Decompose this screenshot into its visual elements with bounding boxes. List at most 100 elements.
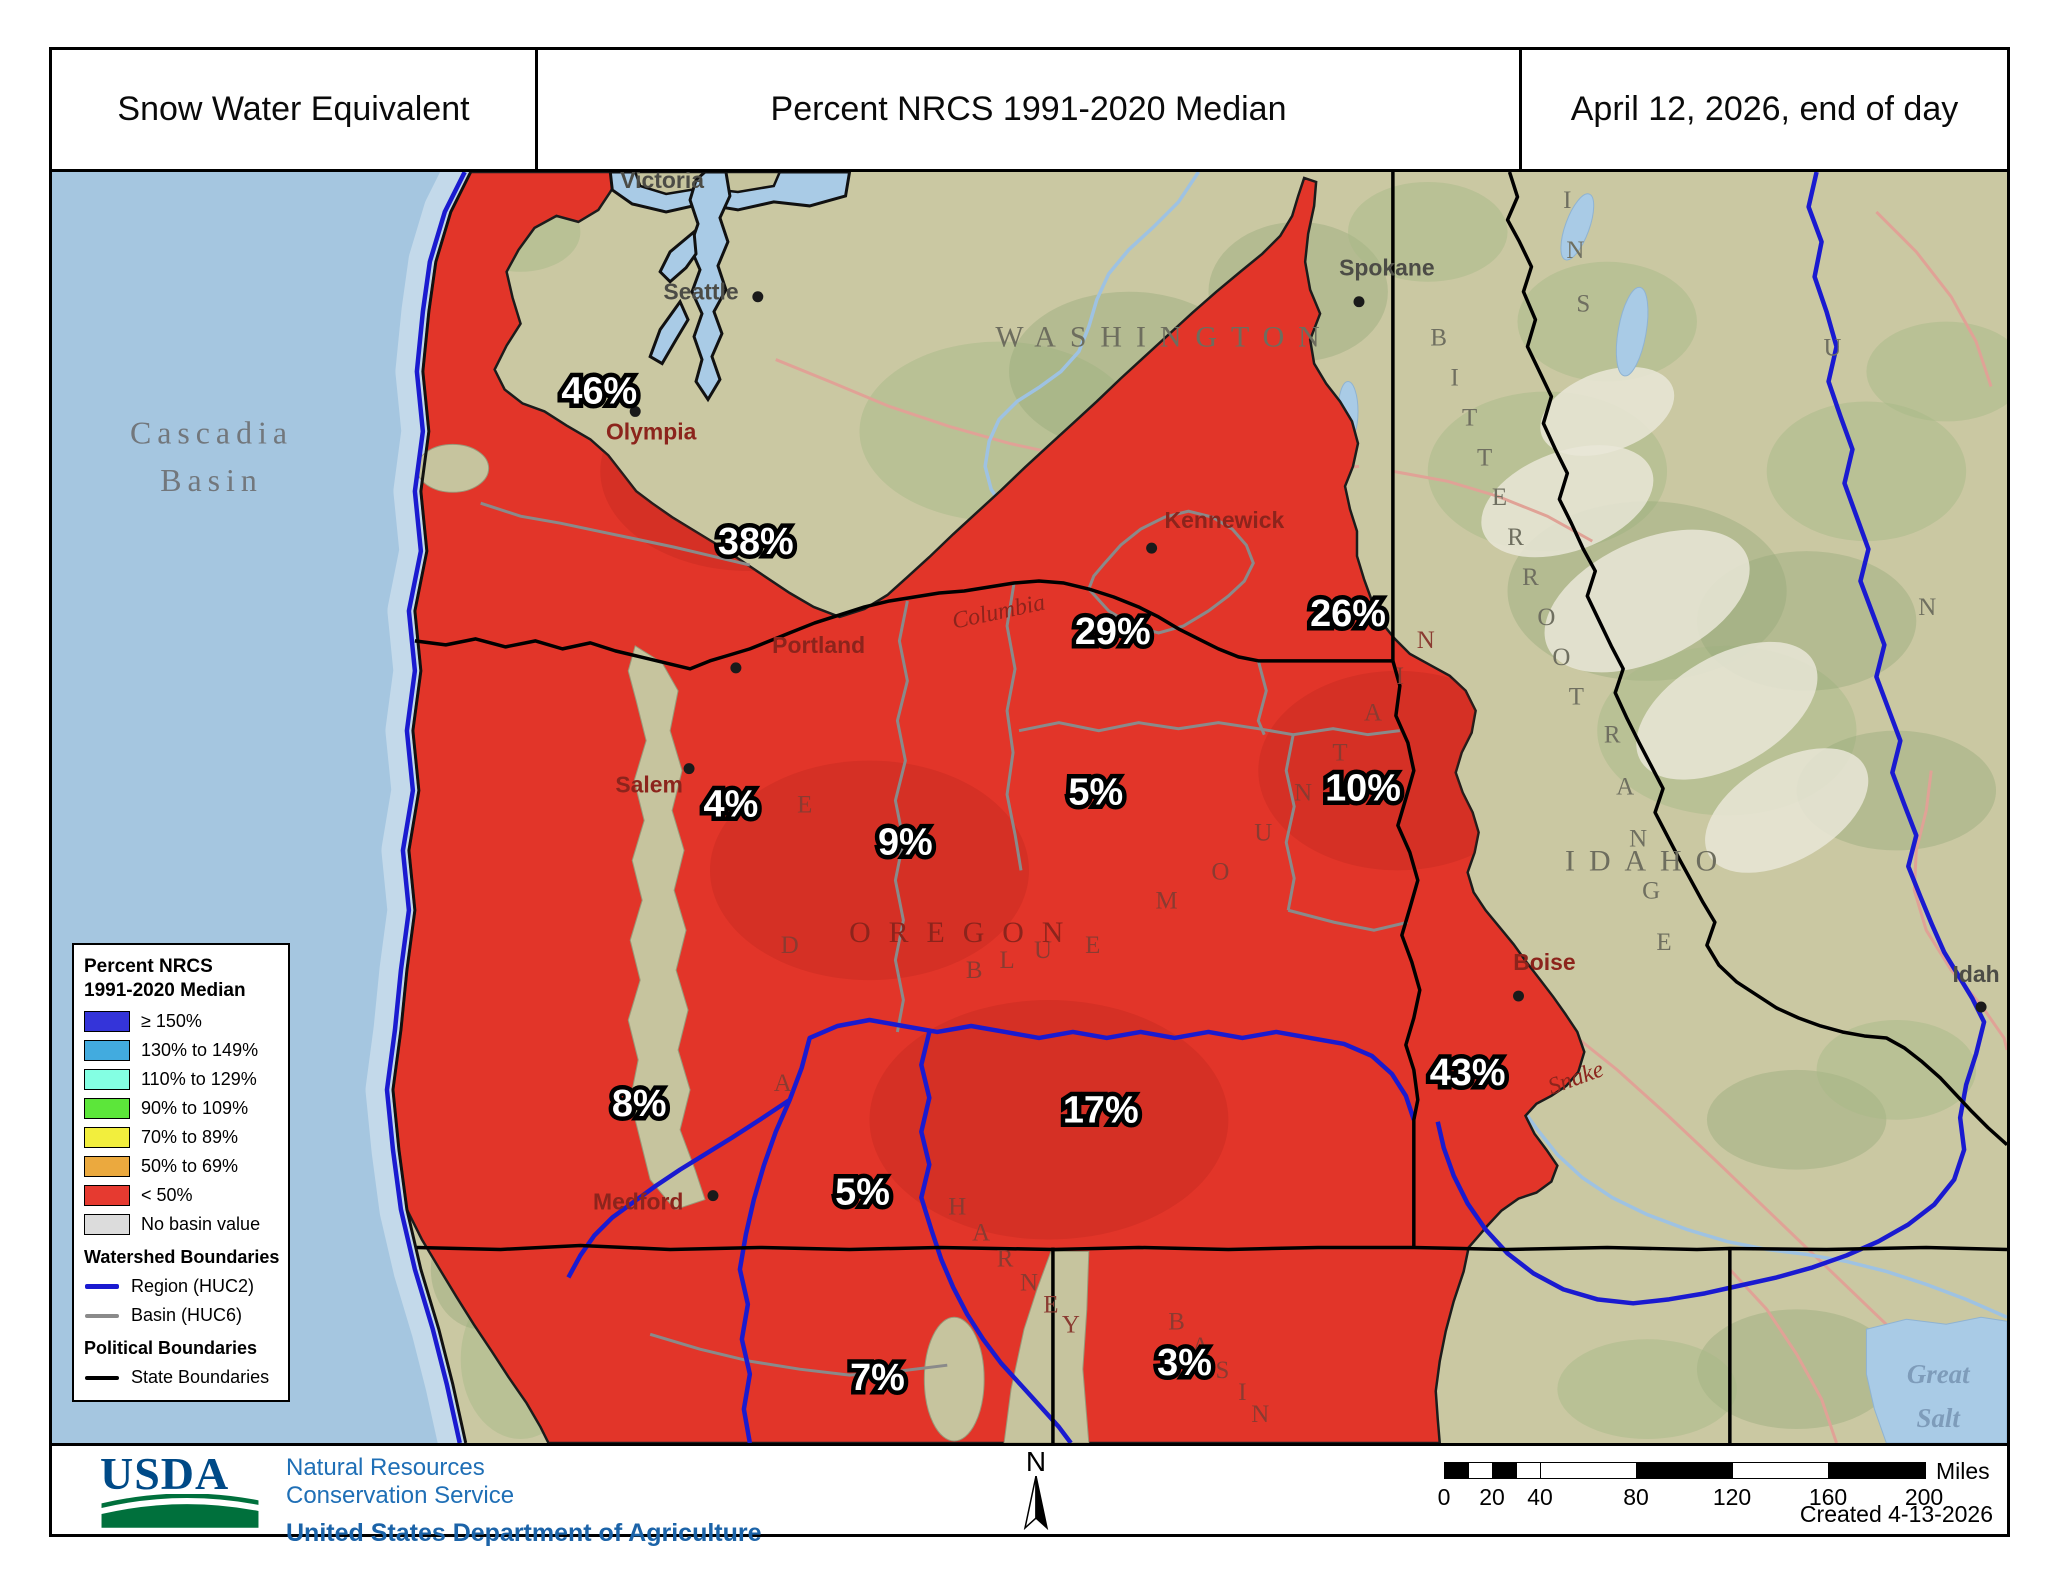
range-letter: A [1364,700,1382,727]
basin-percent-label: 4% [704,783,759,825]
state-boundaries [391,172,2007,1443]
range-letter: E [1656,929,1671,956]
legend-class-row: 70% to 89% [84,1127,280,1148]
basin-percent-label: 5% [1068,771,1123,813]
legend-title-line1: Percent NRCS [84,956,213,977]
range-letter: N [1629,825,1647,852]
ocean-basin-label: Basin [160,463,263,498]
legend-watershed-title: Watershed Boundaries [84,1247,280,1267]
north-arrow-icon [1023,1475,1049,1531]
city-dot [683,763,695,775]
legend-class-row: ≥ 150% [84,1011,280,1032]
legend-swatch [84,1185,130,1206]
legend-swatch [84,1156,130,1177]
header-title-center: Percent NRCS 1991-2020 Median [535,47,1522,172]
range-letter: R [1522,564,1539,591]
basin-percent-label: 3% [1157,1342,1212,1384]
basin-percent-label: 8% [612,1083,667,1125]
city-label: Medford [593,1189,683,1215]
legend-line-label: State Boundaries [131,1367,270,1387]
valley-patches [416,443,1090,1443]
legend-class-label: 90% to 109% [141,1098,249,1118]
legend-class-label: ≥ 150% [141,1011,202,1031]
scale-tick: 80 [1623,1484,1649,1510]
range-letter: O [1537,604,1555,631]
great-salt-lake [1865,1316,2007,1443]
scale-tick: 20 [1479,1484,1505,1510]
legend-watershed-row: Region (HUC2) [84,1276,280,1297]
range-letter: S [1215,1357,1229,1384]
legend-class-label: 130% to 149% [141,1040,259,1060]
range-letter: T [1462,404,1477,431]
range-letter: E [1043,1291,1058,1318]
range-letter: M [1155,887,1177,914]
city-label: Idah [1953,961,2000,987]
basin-percent-label: 5% [835,1172,890,1214]
basin-percent-label: 10% [1325,768,1401,810]
map-legend: Percent NRCS 1991-2020 Median ≥ 150% 130%… [72,943,290,1402]
city-label: Kennewick [1165,507,1285,533]
range-letter: H [948,1194,966,1221]
legend-political-list: State Boundaries [84,1367,280,1388]
legend-political-title: Political Boundaries [84,1338,258,1358]
city-label: Olympia [606,418,697,444]
range-letter: G [1642,877,1660,904]
range-letter: B [966,957,983,984]
usda-logo-block: USDA Natural Resources Conservation Serv… [100,1451,762,1548]
range-letter: A [972,1219,990,1246]
legend-class-label: 110% to 129% [141,1069,257,1089]
scale-unit-label: Miles [1936,1458,1990,1484]
legend-watershed-list: Region (HUC2) Basin (HUC6) [84,1276,280,1326]
basin-value-layer: 46% 38% 29% 26% 4% 5% 10% 9% 8% 17% 43% 5% 7% 3% [557,366,1510,1404]
basin-percent-label: 29% [1075,611,1151,653]
state-name-label: WASHINGTON [995,321,1333,354]
legend-class-row: < 50% [84,1185,280,1206]
agency-text: Natural Resources Conservation Service U… [286,1454,762,1547]
header-title-left: Snow Water Equivalent [49,47,535,172]
range-letter: N [1020,1269,1038,1296]
range-letter: N [1417,627,1435,654]
range-letter: L [999,947,1014,974]
legend-class-row: 50% to 69% [84,1156,280,1177]
basin-percent-label: 26% [1310,593,1386,635]
header-bar: Snow Water Equivalent Percent NRCS 1991-… [49,47,2010,172]
scale-tick: 120 [1712,1484,1752,1510]
city-dot [707,1190,719,1202]
range-letter: S [1576,291,1590,318]
legend-swatch [84,1069,130,1090]
city-label: Victoria [620,172,704,193]
footer-bar: USDA Natural Resources Conservation Serv… [49,1446,2010,1547]
legend-class-row: 130% to 149% [84,1040,280,1061]
range-letter: T [1477,444,1492,471]
geo-labels-layer: WASHINGTONOREGONIDAHOCascadiaBasinGreatS… [130,321,1971,1433]
city-dot [730,662,742,674]
range-letter: U [1254,819,1272,846]
city-dot [629,405,641,417]
range-letter: B [1430,325,1447,352]
basin-percent-label: 43% [1430,1052,1506,1094]
legend-line-symbol [85,1313,119,1318]
range-letter: T [1332,740,1347,767]
range-letter: R [997,1245,1014,1272]
puget-sound [608,172,852,403]
range-letter: N [1251,1401,1269,1428]
range-letter: O [1552,644,1570,671]
range-letter: A [774,1070,792,1097]
range-letter: I [1396,663,1404,690]
city-dot [1353,296,1365,308]
legend-class-row: 110% to 129% [84,1069,280,1090]
basin-percent-label: 38% [718,521,794,563]
range-letter: O [1211,858,1229,885]
scale-tick: 0 [1437,1484,1451,1510]
legend-watershed-row: Basin (HUC6) [84,1305,280,1326]
lakes [1294,193,2007,1443]
scale-tick: 160 [1808,1484,1848,1510]
city-dot [1146,542,1158,554]
city-layer: Victoria Seattle Olympia Spokane Kennewick Po… [593,172,2000,1215]
ocean-basin-label: Cascadia [130,415,293,450]
created-date: Created 4-13-2026 [1799,1501,1993,1527]
legend-line-symbol [85,1375,119,1380]
legend-line-symbol [85,1284,119,1289]
